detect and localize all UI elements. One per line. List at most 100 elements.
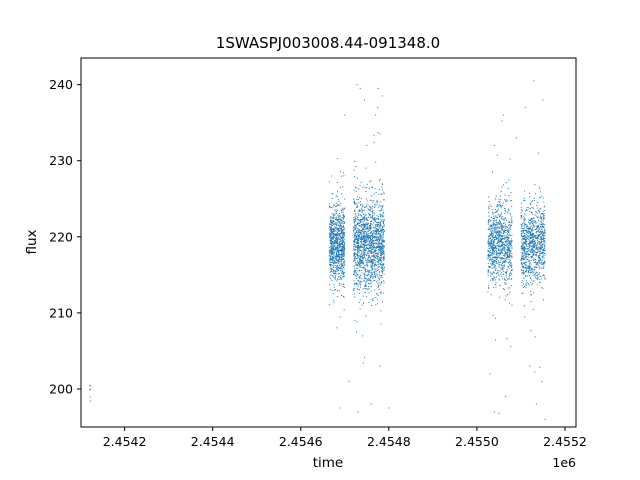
data-point	[334, 240, 336, 242]
data-point	[506, 236, 508, 238]
data-point	[354, 176, 356, 178]
data-point	[357, 254, 359, 256]
data-point	[488, 208, 490, 210]
data-point	[367, 288, 369, 290]
data-point	[356, 273, 358, 275]
data-point	[335, 233, 337, 235]
data-point	[373, 212, 375, 214]
data-point	[374, 247, 376, 249]
data-point	[332, 269, 334, 271]
data-point	[499, 253, 501, 255]
data-point	[356, 205, 358, 207]
data-point	[368, 228, 370, 230]
data-point	[340, 272, 342, 274]
data-point	[383, 254, 385, 256]
data-point	[495, 246, 497, 248]
data-point	[540, 258, 542, 260]
data-point	[338, 221, 340, 223]
data-point	[504, 240, 506, 242]
data-point	[342, 214, 344, 216]
data-point	[495, 236, 497, 238]
data-point	[370, 206, 372, 208]
data-point	[522, 227, 524, 229]
data-point	[523, 230, 525, 232]
data-point	[493, 277, 495, 279]
data-point	[531, 229, 533, 231]
data-point	[354, 246, 356, 248]
data-point	[536, 278, 538, 280]
data-point	[506, 226, 508, 228]
data-point	[510, 262, 512, 264]
data-point	[382, 229, 384, 231]
data-point	[371, 200, 373, 202]
data-point	[378, 238, 380, 240]
data-point	[541, 241, 543, 243]
data-point	[379, 259, 381, 260]
data-point	[378, 258, 380, 260]
data-point	[357, 232, 359, 234]
data-point	[378, 253, 380, 255]
data-point	[374, 273, 376, 275]
data-point	[510, 250, 512, 252]
data-point	[331, 244, 333, 246]
data-point	[343, 218, 344, 220]
data-point	[356, 231, 358, 233]
data-point	[505, 259, 507, 261]
data-point	[502, 247, 504, 249]
data-point	[371, 247, 373, 249]
data-point	[364, 217, 366, 219]
data-point	[329, 235, 331, 237]
data-point	[503, 267, 505, 269]
data-point	[382, 240, 384, 242]
data-point	[368, 227, 370, 229]
data-point	[378, 288, 380, 290]
data-point	[542, 259, 544, 261]
data-point	[508, 253, 510, 255]
data-point	[493, 215, 495, 217]
data-point	[381, 184, 383, 185]
data-point	[496, 238, 498, 240]
data-point	[520, 260, 522, 262]
data-point	[353, 239, 355, 241]
data-point	[542, 299, 544, 301]
data-point	[343, 249, 345, 251]
data-point	[329, 217, 331, 219]
data-point	[500, 224, 502, 226]
data-point	[383, 264, 385, 266]
data-point	[534, 214, 536, 216]
data-point	[499, 223, 501, 225]
data-point	[539, 268, 541, 270]
data-point	[367, 248, 369, 250]
data-point	[497, 242, 499, 244]
data-point	[362, 186, 364, 188]
data-point	[494, 251, 496, 253]
data-point	[529, 265, 531, 267]
data-point	[541, 267, 543, 269]
data-point	[504, 251, 506, 253]
data-point	[525, 239, 527, 241]
data-point	[541, 263, 543, 265]
data-point	[382, 253, 384, 255]
data-point	[503, 231, 504, 233]
data-point	[533, 246, 535, 248]
data-point	[377, 258, 379, 260]
data-point	[331, 221, 333, 223]
data-point	[364, 209, 366, 211]
data-point	[541, 257, 543, 259]
data-point	[356, 217, 358, 219]
data-point	[89, 400, 91, 402]
data-point	[508, 256, 510, 258]
data-point	[341, 249, 343, 251]
data-point	[535, 277, 537, 279]
data-point	[343, 217, 345, 219]
data-point	[341, 256, 343, 258]
data-point	[495, 209, 497, 211]
data-point	[331, 213, 333, 215]
data-point	[527, 248, 529, 250]
data-point	[381, 252, 383, 254]
data-point	[364, 99, 366, 101]
data-point	[499, 205, 501, 207]
data-point	[539, 259, 541, 261]
data-point	[542, 263, 544, 265]
data-point	[341, 236, 343, 238]
